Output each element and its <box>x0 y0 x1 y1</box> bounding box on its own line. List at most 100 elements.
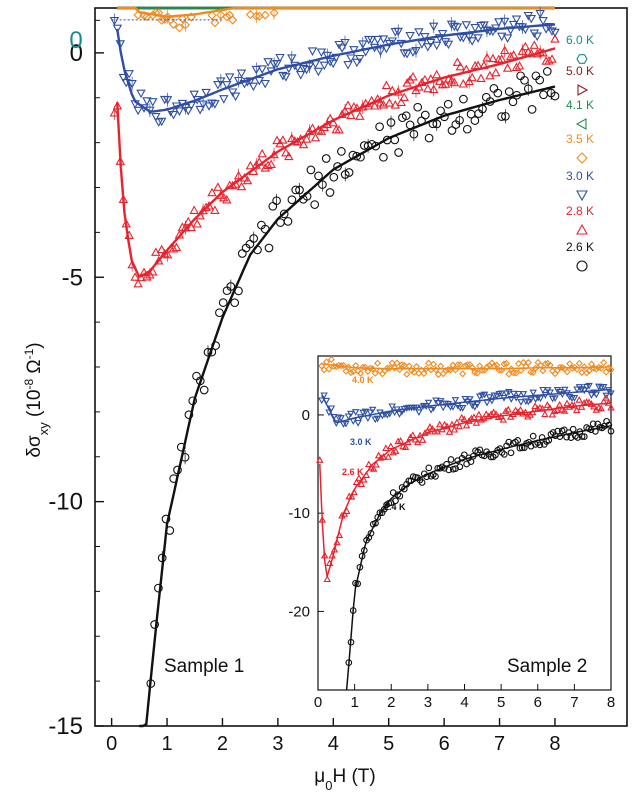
inset-data-point <box>565 402 574 410</box>
data-point <box>420 110 430 120</box>
legend-label-3-0-k: 3.0 K <box>566 169 594 183</box>
inset-data-point <box>357 369 365 377</box>
data-point <box>133 278 143 288</box>
inset-data-point <box>514 437 522 444</box>
inset-data-point <box>567 434 575 441</box>
data-point <box>352 151 362 161</box>
inset-data-point <box>447 456 455 463</box>
data-point <box>349 46 359 55</box>
inset-data-point <box>435 420 444 428</box>
inset-data-point <box>423 473 430 481</box>
inset-data-point <box>504 405 512 413</box>
inset-data-point <box>583 369 591 377</box>
inset-data-point <box>507 449 515 457</box>
inset-data-point <box>572 406 581 414</box>
data-point <box>115 156 126 165</box>
data-point <box>195 210 205 220</box>
inset-data-point <box>599 397 608 405</box>
data-point <box>372 35 383 45</box>
data-point <box>470 116 480 125</box>
data-point <box>449 77 460 87</box>
inset-data-point <box>437 362 445 370</box>
inset-data-point <box>585 367 593 375</box>
data-point <box>331 53 341 63</box>
y-axis-title-main: δσ <box>24 435 45 458</box>
inset-data-point <box>410 368 418 376</box>
inset-data-point <box>585 382 593 390</box>
x-tick-label-7: 7 <box>494 733 505 755</box>
inset-data-point <box>327 355 335 364</box>
inset-data-point <box>361 408 370 416</box>
data-point <box>535 75 545 85</box>
inset-data-point <box>339 361 348 370</box>
inset-legend-label-2-6-k: 2.6 K <box>342 467 364 477</box>
data-point <box>325 113 335 123</box>
inset-data-point <box>424 399 433 407</box>
data-point <box>328 117 338 127</box>
inset-data-point <box>543 401 552 408</box>
inset-data-point <box>502 407 510 414</box>
data-point <box>272 60 282 69</box>
inset-data-point <box>560 406 569 414</box>
inset-data-point <box>509 410 517 418</box>
inset-data-point <box>554 427 562 435</box>
data-point <box>276 218 285 227</box>
inset-data-point <box>498 366 506 374</box>
data-point <box>139 11 149 21</box>
legend-marker-3-0-k <box>576 190 588 202</box>
inset-data-point <box>516 405 525 413</box>
data-point <box>284 64 294 74</box>
data-point <box>526 48 537 58</box>
data-point <box>253 245 262 255</box>
inset-data-point <box>460 451 468 459</box>
inset-data-point <box>409 431 417 438</box>
data-point <box>379 152 388 162</box>
inset-data-point <box>354 419 362 427</box>
data-point <box>452 57 463 66</box>
data-point <box>313 67 324 77</box>
inset-data-point <box>546 389 554 397</box>
inset-data-point <box>352 478 361 486</box>
data-point <box>434 76 445 85</box>
data-point <box>148 98 158 107</box>
inset-data-point <box>592 391 601 399</box>
inset-data-point <box>563 368 571 376</box>
inset-data-point <box>467 414 476 422</box>
data-point <box>186 101 197 111</box>
inset-legend-label-3-0-k: 3.0 K <box>350 437 372 447</box>
inset-data-point <box>600 359 608 367</box>
data-point <box>184 410 194 420</box>
data-point <box>440 38 451 47</box>
data-point <box>219 95 229 104</box>
data-point <box>343 61 353 70</box>
data-point <box>437 79 448 89</box>
inset-data-point <box>360 475 368 483</box>
inset-data-point <box>371 369 379 377</box>
data-point <box>550 91 560 101</box>
data-point <box>333 162 342 171</box>
data-point <box>139 104 149 113</box>
inset-data-point <box>446 366 455 374</box>
data-point <box>462 124 472 134</box>
data-point <box>263 160 273 169</box>
inset-data-point <box>527 368 535 376</box>
inset-data-point <box>322 358 331 366</box>
inset-data-point <box>485 394 494 401</box>
data-point <box>329 172 339 182</box>
inset-data-point <box>356 414 365 421</box>
inset-data-point <box>405 362 413 370</box>
inset-data-point <box>499 415 508 423</box>
data-point <box>201 202 211 212</box>
inset-data-point <box>502 359 510 368</box>
data-point <box>174 229 185 239</box>
x-axis-title-main: μ <box>314 766 325 787</box>
inset-data-point <box>512 394 520 402</box>
data-point <box>218 298 228 307</box>
inset-data-point <box>328 551 336 559</box>
inset-data-point <box>574 434 582 441</box>
data-point <box>470 24 480 33</box>
data-point <box>227 180 238 190</box>
data-point <box>352 103 362 112</box>
legend-label-4-1-k: 4.1 K <box>566 98 594 112</box>
data-point <box>189 90 199 100</box>
